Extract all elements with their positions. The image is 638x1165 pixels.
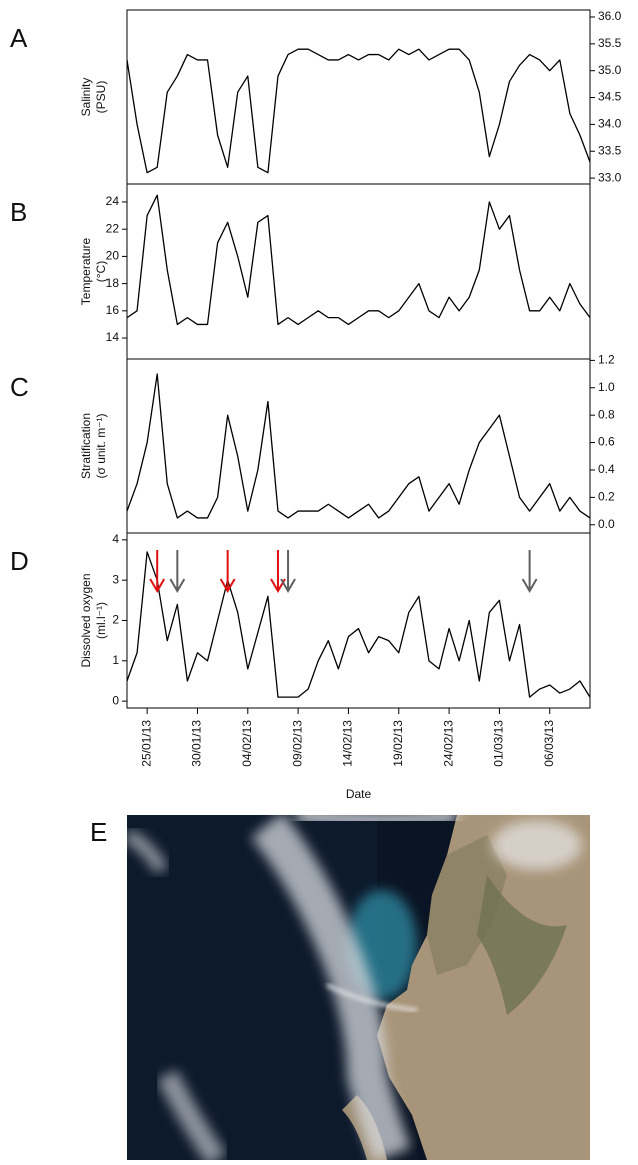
arrow <box>270 550 286 593</box>
y-axis-label: (σ unit. m⁻¹) <box>94 413 108 478</box>
y-tick-label: 24 <box>106 194 120 208</box>
panel-letter: C <box>10 372 29 402</box>
x-tick-label: 19/02/13 <box>391 720 405 767</box>
y-tick-label: 33.5 <box>598 143 622 157</box>
y-axis-label: Salinity <box>79 78 93 117</box>
series-line <box>126 551 591 698</box>
y-tick-label: 14 <box>106 330 120 344</box>
y-tick-label: 20 <box>106 249 120 263</box>
y-axis-label: Dissolved oxygen <box>79 573 93 667</box>
panel-letter: D <box>10 546 29 576</box>
arrow <box>149 550 166 593</box>
y-tick-label: 35.5 <box>598 36 622 50</box>
panel-letter: A <box>10 23 28 53</box>
arrow <box>219 550 236 593</box>
series-line <box>126 194 591 326</box>
y-axis-label: (°C) <box>94 261 108 282</box>
y-axis-label: (ml.l⁻¹) <box>94 602 108 639</box>
x-tick-label: 24/02/13 <box>441 720 455 767</box>
x-tick-label: 25/01/13 <box>139 720 153 767</box>
y-tick-label: 36.0 <box>598 9 622 23</box>
panel-frame <box>126 9 591 185</box>
y-tick-label: 1 <box>112 653 119 667</box>
y-tick-label: 22 <box>106 221 120 235</box>
y-axis-label: Temperature <box>79 237 93 305</box>
y-tick-label: 4 <box>112 532 119 546</box>
x-tick-label: 09/02/13 <box>290 720 304 767</box>
y-tick-label: 34.5 <box>598 90 622 104</box>
x-tick-label: 01/03/13 <box>492 720 506 767</box>
y-tick-label: 3 <box>112 572 119 586</box>
y-tick-label: 0.4 <box>598 462 615 476</box>
x-tick-label: 14/02/13 <box>341 720 355 767</box>
x-axis-label: Date <box>346 787 372 801</box>
y-tick-label: 1.2 <box>598 353 615 367</box>
x-tick-label: 06/03/13 <box>542 720 556 767</box>
y-tick-label: 35.0 <box>598 63 622 77</box>
x-tick-label: 04/02/13 <box>240 720 254 767</box>
y-tick-label: 0 <box>112 693 119 707</box>
y-tick-label: 0.6 <box>598 435 615 449</box>
y-tick-label: 18 <box>106 276 120 290</box>
panel-letter: B <box>10 197 27 227</box>
arrow <box>169 550 186 593</box>
arrow <box>280 550 296 593</box>
y-tick-label: 16 <box>106 303 120 317</box>
series-line <box>126 373 591 519</box>
series-line <box>126 48 591 174</box>
panel-frame <box>126 532 591 709</box>
y-tick-label: 1.0 <box>598 380 615 394</box>
arrow <box>521 550 538 593</box>
y-tick-label: 0.8 <box>598 407 615 421</box>
y-axis-label: Stratification <box>79 413 93 479</box>
y-tick-label: 33.0 <box>598 170 622 184</box>
y-tick-label: 0.0 <box>598 517 615 531</box>
satellite-image <box>127 815 590 1160</box>
y-tick-label: 2 <box>112 613 119 627</box>
x-tick-label: 30/01/13 <box>190 720 204 767</box>
y-tick-label: 0.2 <box>598 490 615 504</box>
panel-letter: E <box>90 817 107 847</box>
y-tick-label: 34.0 <box>598 117 622 131</box>
panel-frame <box>126 358 591 534</box>
y-axis-label: (PSU) <box>94 81 108 114</box>
